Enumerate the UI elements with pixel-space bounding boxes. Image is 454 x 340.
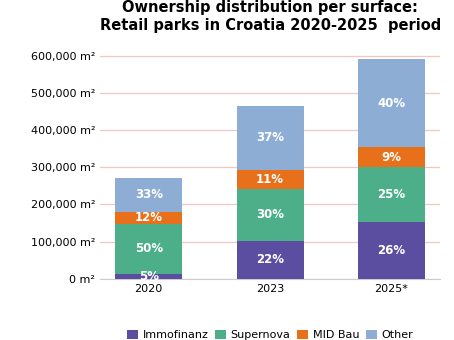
Text: 25%: 25% <box>377 188 405 201</box>
Text: 37%: 37% <box>256 131 284 144</box>
Bar <box>115 224 182 274</box>
Bar <box>358 147 425 167</box>
Text: 9%: 9% <box>381 151 401 164</box>
Bar <box>358 222 425 279</box>
Legend: Immofinanz, Supernova, MID Bau, Other: Immofinanz, Supernova, MID Bau, Other <box>123 325 418 340</box>
Title: Ownership distribution per surface:
Retail parks in Croatia 2020-2025  period: Ownership distribution per surface: Reta… <box>99 0 441 33</box>
Text: 40%: 40% <box>377 97 405 110</box>
Text: 30%: 30% <box>256 208 284 221</box>
Text: 5%: 5% <box>139 270 159 283</box>
Text: 33%: 33% <box>135 188 163 202</box>
Bar <box>358 167 425 222</box>
Bar <box>237 170 304 189</box>
Bar <box>237 241 304 279</box>
Text: 11%: 11% <box>256 173 284 186</box>
Text: 12%: 12% <box>135 211 163 224</box>
Text: 50%: 50% <box>135 242 163 255</box>
Text: 22%: 22% <box>256 253 284 266</box>
Text: 26%: 26% <box>377 244 405 257</box>
Bar <box>358 59 425 147</box>
Bar <box>237 189 304 241</box>
Bar <box>115 178 182 211</box>
Bar <box>115 274 182 279</box>
Bar <box>115 211 182 224</box>
Bar <box>237 106 304 170</box>
